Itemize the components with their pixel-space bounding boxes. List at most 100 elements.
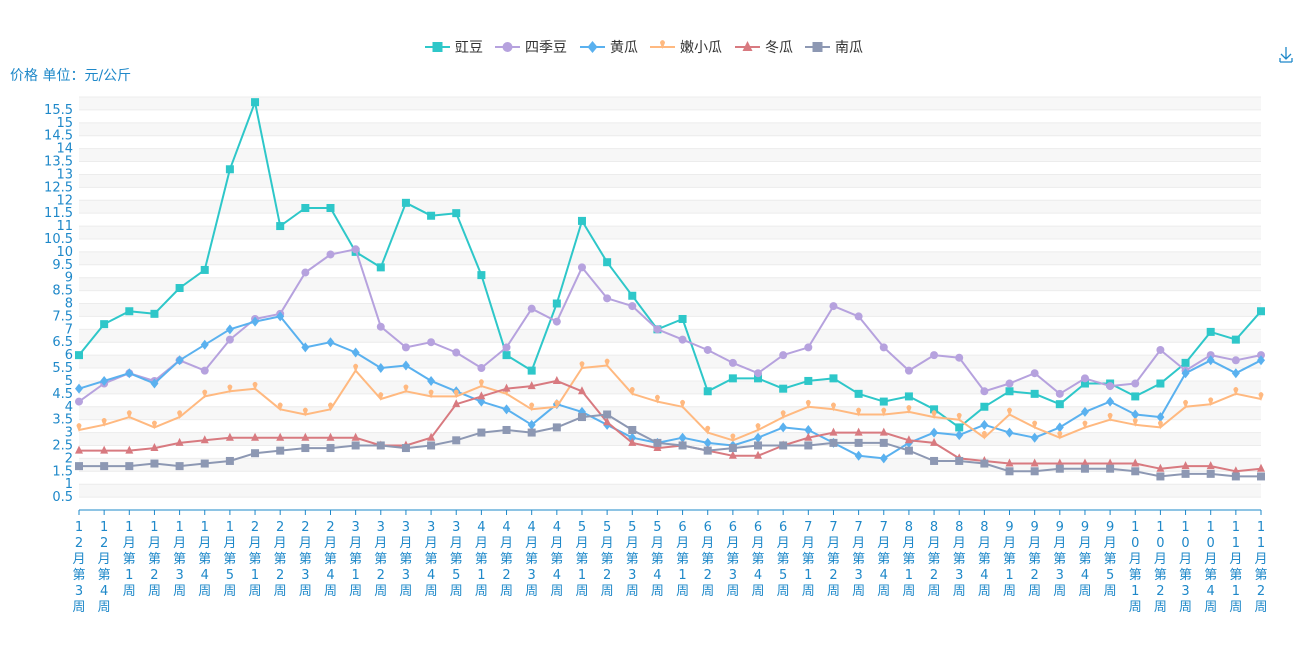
data-point[interactable] — [1080, 374, 1089, 383]
data-point[interactable] — [603, 258, 612, 267]
data-point[interactable] — [779, 422, 788, 433]
data-point[interactable] — [628, 425, 637, 434]
data-point[interactable] — [728, 358, 737, 367]
data-point[interactable] — [125, 368, 134, 379]
data-point[interactable] — [653, 438, 662, 447]
data-point[interactable] — [1005, 379, 1014, 388]
data-point[interactable] — [1257, 351, 1265, 360]
data-point[interactable] — [754, 369, 763, 378]
data-point[interactable] — [276, 311, 285, 322]
data-point[interactable] — [1131, 392, 1140, 401]
data-point[interactable] — [477, 271, 486, 280]
data-point[interactable] — [1131, 409, 1140, 420]
data-point[interactable] — [401, 360, 410, 371]
data-point[interactable] — [879, 453, 888, 464]
data-point[interactable] — [76, 423, 82, 432]
data-point[interactable] — [1032, 420, 1038, 430]
data-point[interactable] — [604, 358, 610, 368]
data-point[interactable] — [452, 436, 461, 445]
data-point[interactable] — [1131, 467, 1140, 476]
data-point[interactable] — [75, 445, 83, 454]
data-point[interactable] — [678, 441, 687, 450]
data-point[interactable] — [854, 389, 863, 398]
data-point[interactable] — [804, 432, 813, 441]
data-point[interactable] — [125, 462, 134, 471]
data-point[interactable] — [552, 317, 561, 326]
data-point[interactable] — [552, 375, 561, 384]
data-point[interactable] — [980, 387, 989, 396]
data-point[interactable] — [981, 430, 987, 440]
data-point[interactable] — [200, 459, 209, 468]
data-point[interactable] — [1107, 412, 1113, 422]
data-point[interactable] — [376, 441, 385, 450]
data-point[interactable] — [653, 443, 662, 452]
data-point[interactable] — [527, 381, 536, 390]
data-point[interactable] — [1206, 327, 1215, 336]
data-point[interactable] — [554, 400, 560, 409]
data-point[interactable] — [301, 203, 310, 212]
data-point[interactable] — [653, 325, 662, 334]
data-point[interactable] — [1206, 469, 1215, 478]
data-point[interactable] — [326, 337, 335, 348]
data-point[interactable] — [100, 445, 109, 454]
data-point[interactable] — [301, 342, 310, 353]
data-point[interactable] — [930, 351, 939, 360]
data-point[interactable] — [1131, 379, 1140, 388]
data-point[interactable] — [829, 438, 838, 447]
data-point[interactable] — [301, 444, 310, 453]
data-point[interactable] — [930, 405, 939, 414]
data-point[interactable] — [453, 389, 459, 399]
data-point[interactable] — [251, 449, 260, 458]
data-point[interactable] — [502, 351, 511, 360]
data-point[interactable] — [252, 381, 258, 391]
data-point[interactable] — [779, 441, 788, 450]
data-point[interactable] — [1181, 461, 1190, 470]
data-point[interactable] — [1055, 464, 1064, 473]
data-point[interactable] — [1231, 472, 1240, 481]
data-point[interactable] — [75, 383, 83, 394]
data-point[interactable] — [251, 432, 260, 441]
data-point[interactable] — [805, 400, 811, 409]
data-point[interactable] — [251, 98, 260, 107]
data-point[interactable] — [678, 432, 687, 443]
data-point[interactable] — [854, 438, 863, 447]
data-point[interactable] — [101, 418, 107, 427]
data-point[interactable] — [879, 343, 888, 352]
data-point[interactable] — [628, 302, 637, 311]
data-point[interactable] — [401, 343, 410, 352]
data-point[interactable] — [1181, 469, 1190, 478]
data-point[interactable] — [527, 366, 536, 375]
data-point[interactable] — [678, 314, 687, 323]
data-point[interactable] — [351, 245, 360, 254]
legend-item[interactable]: 冬瓜 — [735, 40, 793, 56]
data-point[interactable] — [680, 400, 685, 409]
data-point[interactable] — [100, 320, 109, 329]
data-point[interactable] — [1055, 389, 1064, 398]
data-point[interactable] — [1257, 307, 1265, 316]
download-icon[interactable] — [1279, 47, 1293, 63]
data-point[interactable] — [931, 410, 937, 420]
data-point[interactable] — [1231, 356, 1240, 365]
data-point[interactable] — [376, 263, 385, 272]
data-point[interactable] — [1206, 355, 1215, 366]
data-point[interactable] — [1231, 466, 1240, 475]
data-point[interactable] — [125, 445, 134, 454]
data-point[interactable] — [980, 419, 989, 430]
data-point[interactable] — [177, 410, 182, 420]
data-point[interactable] — [1005, 387, 1014, 396]
data-point[interactable] — [527, 428, 536, 437]
data-point[interactable] — [351, 432, 360, 441]
data-point[interactable] — [1257, 355, 1265, 366]
data-point[interactable] — [326, 203, 335, 212]
data-point[interactable] — [930, 456, 939, 465]
data-point[interactable] — [904, 446, 913, 455]
data-point[interactable] — [1030, 432, 1039, 443]
data-point[interactable] — [1055, 422, 1064, 433]
data-point[interactable] — [754, 432, 763, 443]
data-point[interactable] — [428, 389, 434, 399]
data-point[interactable] — [577, 216, 586, 225]
legend-item[interactable]: 黄瓜 — [580, 39, 638, 56]
data-point[interactable] — [100, 462, 109, 471]
data-point[interactable] — [1106, 396, 1115, 407]
data-point[interactable] — [930, 427, 939, 438]
